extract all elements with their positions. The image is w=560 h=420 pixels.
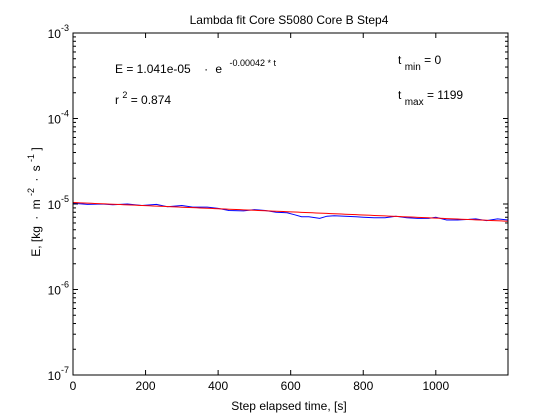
y-axis-label: E, [kg · m -2 · s -1 ] [23, 147, 43, 256]
x-tick-label: 600 [281, 379, 301, 393]
y-label-dot-2: · [29, 178, 43, 182]
annotation-tmin: t min = 0 [398, 53, 441, 73]
y-label-end: s [29, 165, 43, 171]
y-label-end-exponent: -1 [26, 154, 36, 162]
y-label-close: ] [29, 147, 43, 150]
axes-box [72, 32, 509, 376]
y-label-dot: · [29, 216, 43, 220]
chart-title: Lambda fit Core S5080 Core B Step4 [190, 13, 389, 27]
y-label-mid-exponent: -2 [26, 188, 36, 196]
plot-area [72, 202, 509, 222]
y-tick-label: 10-3 [48, 23, 69, 41]
tmax-value: = 1199 [427, 88, 463, 102]
annotation-tmax: t max = 1199 [398, 88, 463, 108]
r2-value: = 0.874 [131, 93, 172, 107]
y-label-mid: m [29, 199, 43, 209]
r2-exponent: 2 [122, 90, 127, 100]
x-tick-label: 200 [136, 379, 156, 393]
x-tick-label: 400 [208, 379, 228, 393]
tmin-subscript: min [405, 62, 421, 73]
equation-exponent: -0.00042 * t [229, 58, 276, 68]
series-line-fit [72, 202, 509, 222]
x-axis-label: Step elapsed time, [s] [231, 399, 346, 413]
equation-lhs: E = 1.041e-05 [115, 62, 191, 76]
y-tick-label: 10-6 [48, 280, 69, 298]
r2-base: r [115, 93, 119, 107]
annotation-r2: r 2 = 0.874 [115, 87, 171, 107]
annotation-equation: E = 1.041e-05 · e -0.00042 * t [115, 58, 276, 76]
x-tick-label: 800 [353, 379, 373, 393]
tmax-subscript: max [405, 97, 424, 108]
y-tick-label: 10-5 [48, 194, 69, 212]
axes: 0 200 400 600 800 1000 10-7 10-6 10-5 10-4 10-3 [48, 23, 509, 393]
equation-operator: · [204, 62, 208, 76]
x-tick-label: 0 [70, 379, 77, 393]
tmax-base: t [398, 88, 402, 102]
tmin-value: = 0 [424, 53, 441, 67]
y-tick-label: 10-4 [48, 109, 69, 127]
y-label-base: E, [kg [29, 226, 43, 257]
equation-base: e [215, 62, 222, 76]
x-tick-label: 1000 [422, 379, 449, 393]
y-tick-label: 10-7 [48, 365, 69, 383]
tmin-base: t [398, 53, 402, 67]
